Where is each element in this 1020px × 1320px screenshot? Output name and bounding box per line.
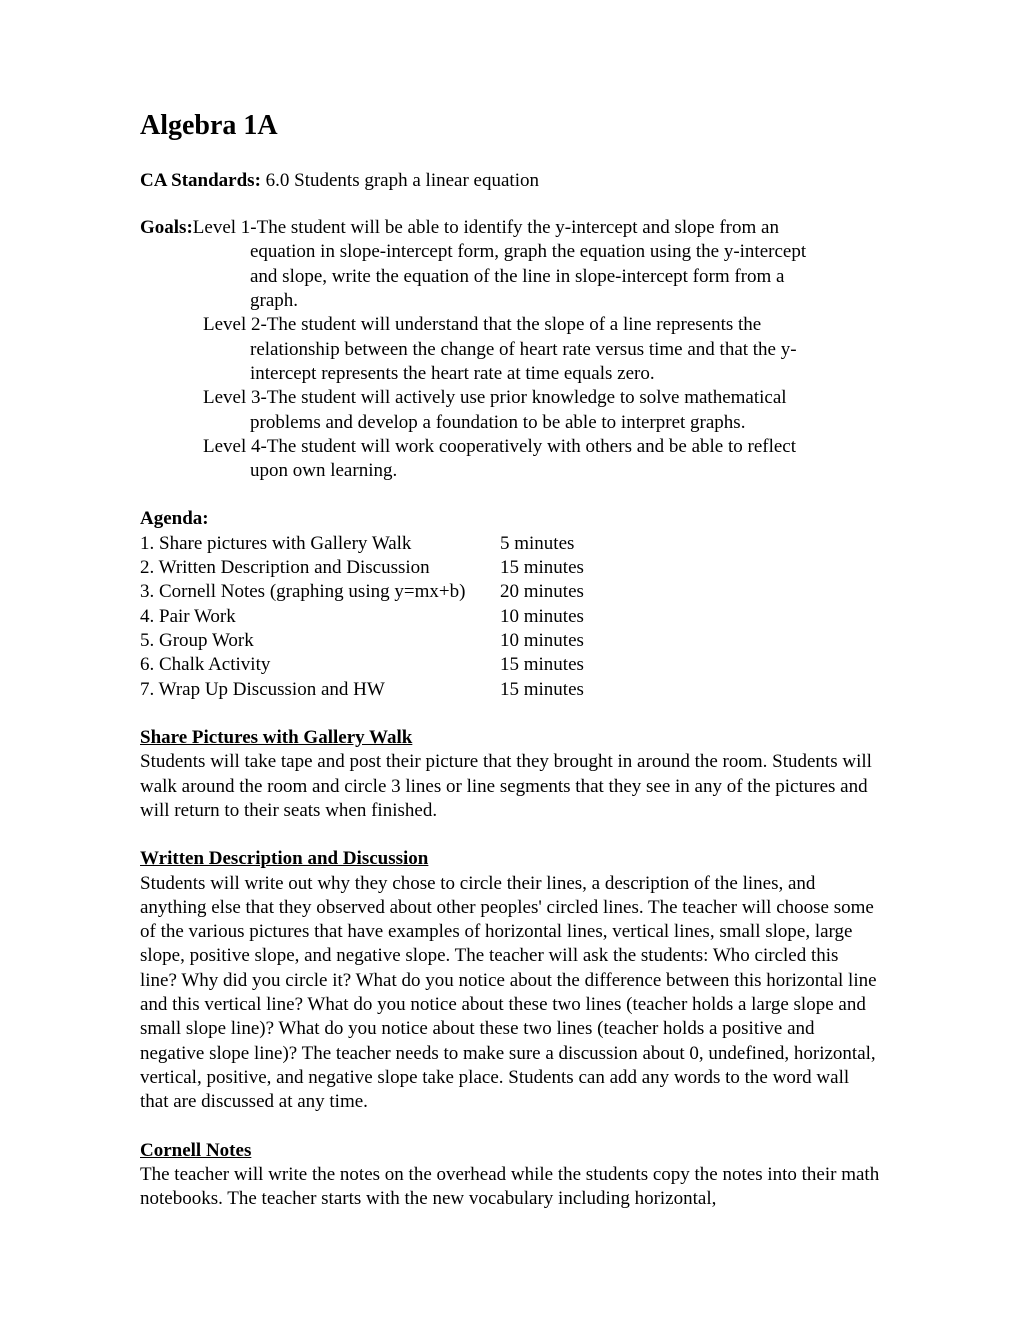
agenda-item-label: 2. Written Description and Discussion bbox=[140, 556, 500, 580]
goals-level1-line2: equation in slope-intercept form, graph … bbox=[140, 240, 880, 264]
agenda-row: 1. Share pictures with Gallery Walk 5 mi… bbox=[140, 532, 880, 556]
agenda-item-time: 20 minutes bbox=[500, 580, 880, 604]
goals-level2-line3: intercept represents the heart rate at t… bbox=[140, 362, 880, 386]
agenda-item-time: 15 minutes bbox=[500, 556, 880, 580]
goals-level4-line1: Level 4-The student will work cooperativ… bbox=[140, 435, 880, 459]
agenda-header: Agenda: bbox=[140, 507, 880, 531]
page-title: Algebra 1A bbox=[140, 110, 880, 142]
section-gallery: Share Pictures with Gallery Walk Student… bbox=[140, 726, 880, 823]
agenda-item-time: 10 minutes bbox=[500, 605, 880, 629]
agenda-item-time: 5 minutes bbox=[500, 532, 880, 556]
goals-level1-line1: Level 1-The student will be able to iden… bbox=[193, 216, 779, 240]
section-body: The teacher will write the notes on the … bbox=[140, 1163, 880, 1212]
goals-label: Goals: bbox=[140, 216, 193, 240]
section-body: Students will take tape and post their p… bbox=[140, 750, 880, 823]
section-written: Written Description and Discussion Stude… bbox=[140, 847, 880, 1114]
agenda-row: 4. Pair Work 10 minutes bbox=[140, 605, 880, 629]
goals-level2-line1: Level 2-The student will understand that… bbox=[140, 313, 880, 337]
goals-level2-line2: relationship between the change of heart… bbox=[140, 338, 880, 362]
section-header: Share Pictures with Gallery Walk bbox=[140, 726, 880, 750]
agenda-row: 3. Cornell Notes (graphing using y=mx+b)… bbox=[140, 580, 880, 604]
goals-level4-line2: upon own learning. bbox=[140, 459, 880, 483]
agenda-row: 2. Written Description and Discussion 15… bbox=[140, 556, 880, 580]
agenda-item-label: 3. Cornell Notes (graphing using y=mx+b) bbox=[140, 580, 500, 604]
agenda-item-label: 5. Group Work bbox=[140, 629, 500, 653]
agenda-item-label: 1. Share pictures with Gallery Walk bbox=[140, 532, 500, 556]
agenda-row: 6. Chalk Activity 15 minutes bbox=[140, 653, 880, 677]
agenda-row: 5. Group Work 10 minutes bbox=[140, 629, 880, 653]
standards-text: 6.0 Students graph a linear equation bbox=[261, 170, 539, 191]
section-body: Students will write out why they chose t… bbox=[140, 872, 880, 1115]
agenda-item-time: 15 minutes bbox=[500, 653, 880, 677]
goals-level1-line3: and slope, write the equation of the lin… bbox=[140, 265, 880, 289]
agenda-item-label: 6. Chalk Activity bbox=[140, 653, 500, 677]
agenda-item-label: 4. Pair Work bbox=[140, 605, 500, 629]
agenda-row: 7. Wrap Up Discussion and HW 15 minutes bbox=[140, 678, 880, 702]
standards-line: CA Standards: 6.0 Students graph a linea… bbox=[140, 170, 880, 192]
section-header: Cornell Notes bbox=[140, 1139, 880, 1163]
agenda-item-time: 15 minutes bbox=[500, 678, 880, 702]
goals-level3-line1: Level 3-The student will actively use pr… bbox=[140, 386, 880, 410]
goals-level1-line4: graph. bbox=[140, 289, 880, 313]
standards-label: CA Standards: bbox=[140, 170, 261, 191]
goals-level3-line2: problems and develop a foundation to be … bbox=[140, 411, 880, 435]
section-cornell: Cornell Notes The teacher will write the… bbox=[140, 1139, 880, 1212]
section-header: Written Description and Discussion bbox=[140, 847, 880, 871]
agenda-item-label: 7. Wrap Up Discussion and HW bbox=[140, 678, 500, 702]
goals-block: Goals: Level 1-The student will be able … bbox=[140, 216, 880, 483]
agenda-block: Agenda: 1. Share pictures with Gallery W… bbox=[140, 507, 880, 702]
agenda-item-time: 10 minutes bbox=[500, 629, 880, 653]
